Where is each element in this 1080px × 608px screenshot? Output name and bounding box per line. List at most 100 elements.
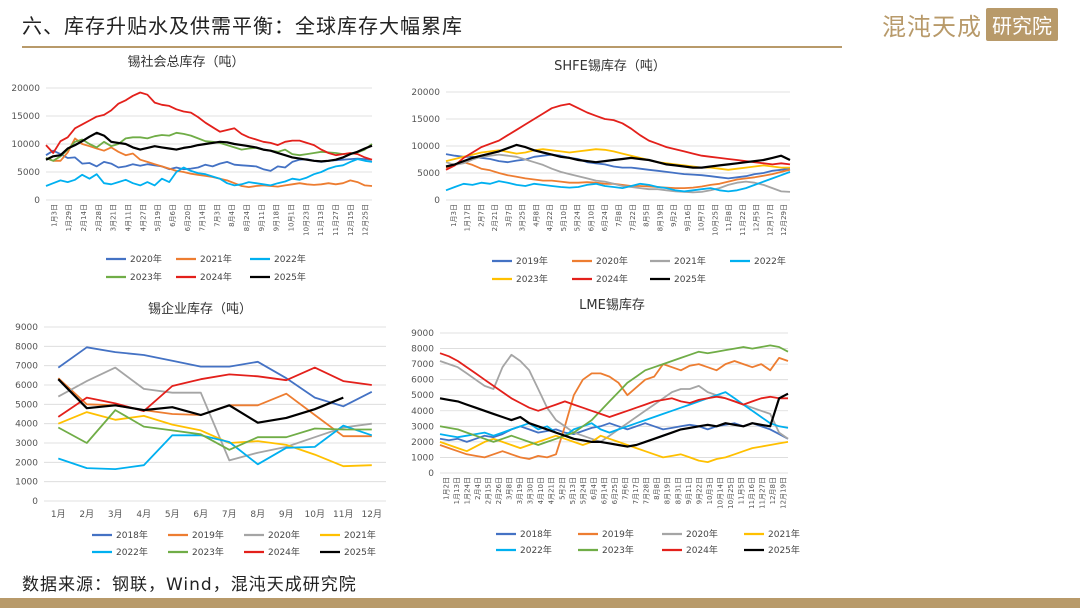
x-tick-label: 2月7日	[477, 204, 485, 227]
series-line-2021年	[45, 137, 373, 188]
series-line-2019年	[439, 357, 789, 460]
x-tick-label: 10月3日	[706, 477, 714, 504]
y-tick-label: 10000	[411, 142, 440, 152]
y-tick-label: 4000	[411, 407, 434, 417]
x-tick-label: 12月25日	[362, 204, 370, 236]
x-tick-label: 7月28日	[643, 477, 651, 504]
legend-label: 2020年	[130, 253, 162, 265]
x-tick-label: 5月2日	[558, 477, 566, 500]
y-tick-label: 20000	[411, 88, 440, 98]
legend-label: 2022年	[520, 544, 552, 556]
chart-tin-social-inventory: 锡社会总库存（吨） 0 5000 10000 15000 20000 1月3日 1月29日 2月…	[0, 52, 400, 292]
series-line-2019年	[445, 153, 791, 180]
x-tick-label: 1月3日	[450, 204, 458, 227]
header: 六、库存升贴水及供需平衡：全球库存大幅累库 混沌天成 研究院	[0, 0, 1080, 48]
chart-tin-enterprise-inventory: 锡企业库存（吨） 0 1000 2000 3000 4000 5000 6000 7000 800…	[0, 295, 400, 565]
x-tick-label: 3月21日	[110, 204, 118, 231]
x-tick-label: 4月8日	[532, 204, 540, 227]
series-line-2021年	[57, 411, 372, 468]
y-tick-label: 7000	[15, 362, 38, 372]
x-tick-label: 6月6日	[169, 204, 177, 227]
x-tick-label: 5月10日	[560, 204, 568, 231]
x-tick-label: 8月19日	[664, 477, 672, 504]
x-tick-label: 10月23日	[302, 204, 310, 236]
chart-tin-enterprise-inventory-svg: 锡企业库存（吨） 0 1000 2000 3000 4000 5000 6000 7000 800…	[15, 301, 386, 558]
y-tick-label: 9000	[15, 323, 38, 333]
x-tick-label: 7月8日	[615, 204, 623, 227]
series-line-2025年	[439, 392, 789, 448]
x-tick-label: 4月	[136, 509, 151, 520]
x-tick-label: 2月4日	[474, 477, 482, 500]
y-tick-label: 1000	[15, 478, 38, 488]
series-line-2023年	[45, 131, 373, 162]
x-tick-label: 1月3日	[50, 204, 58, 227]
x-tick-label: 10月1日	[288, 204, 296, 231]
series-line-2023年	[57, 409, 372, 451]
y-tick-label: 6000	[411, 376, 434, 386]
x-tick-label: 2月28日	[95, 204, 103, 231]
legend-label: 2024年	[200, 271, 232, 283]
y-tick-label: 5000	[15, 400, 38, 410]
x-tick-label: 12月8日	[769, 477, 777, 504]
x-tick-label: 10月7日	[698, 204, 706, 231]
x-tick-label: 7月22日	[629, 204, 637, 231]
x-tick-label: 10月	[305, 509, 325, 520]
x-tick-label: 5月13日	[569, 477, 577, 504]
x-tick-label: 1月17日	[464, 204, 472, 231]
x-tick-label: 8月19日	[656, 204, 664, 231]
legend-label: 2025年	[344, 546, 376, 558]
legend-label: 2022年	[754, 255, 786, 267]
series-line-2024年	[45, 91, 373, 161]
x-tick-label: 5月24日	[579, 477, 587, 504]
x-tick-label: 9月18日	[273, 204, 281, 231]
chart-title: 锡企业库存（吨）	[148, 301, 252, 317]
x-tick-label: 12月29日	[780, 204, 788, 236]
y-tick-label: 10000	[11, 140, 40, 150]
y-tick-label: 0	[434, 196, 440, 206]
x-tick-label: 2月26日	[495, 477, 503, 504]
x-tick-label: 9月16日	[684, 204, 692, 231]
x-tick-label: 2月	[79, 509, 94, 520]
legend-label: 2020年	[686, 528, 718, 540]
legend-label: 2021年	[768, 528, 800, 540]
y-tick-label: 7000	[411, 360, 434, 370]
chart-title: SHFE锡库存（吨）	[554, 58, 666, 74]
series-line-2022年	[445, 171, 791, 193]
x-tick-label: 12月	[362, 509, 382, 520]
y-tick-label: 0	[428, 469, 434, 479]
x-tick-label: 1月24日	[463, 477, 471, 504]
legend-label: 2021年	[200, 253, 232, 265]
y-tick-label: 4000	[15, 420, 38, 430]
y-tick-label: 3000	[15, 439, 38, 449]
series-line-2023年	[439, 344, 789, 446]
x-tick-label: 7月3日	[213, 204, 221, 227]
x-tick-label: 4月21日	[548, 477, 556, 504]
legend-label: 2020年	[596, 255, 628, 267]
y-tick-label: 0	[32, 497, 38, 507]
x-tick-label: 6月20日	[184, 204, 192, 231]
y-tick-label: 2000	[411, 438, 434, 448]
chart-lme-tin-inventory-svg: LME锡库存 0 1000 2000 3000 4000 5000 6000 7000 8000 9…	[411, 297, 800, 556]
legend-label: 2018年	[116, 529, 148, 541]
x-tick-label: 4月11日	[125, 204, 133, 231]
y-tick-label: 3000	[411, 422, 434, 432]
x-tick-label: 7月6日	[622, 477, 630, 500]
x-tick-label: 11月16日	[748, 477, 756, 509]
x-tick-label: 11月5日	[738, 477, 746, 504]
header-divider	[22, 46, 842, 48]
logo: 混沌天成 研究院	[882, 7, 1058, 41]
x-tick-label: 11月13日	[317, 204, 325, 236]
x-tick-label: 5月	[165, 509, 180, 520]
x-tick-label: 3月7日	[505, 204, 513, 227]
x-tick-label: 10月25日	[711, 204, 719, 236]
x-tick-label: 7月14日	[199, 204, 207, 231]
series-line-2024年	[445, 103, 791, 171]
legend-label: 2022年	[274, 253, 306, 265]
y-tick-label: 8000	[15, 342, 38, 352]
legend-label: 2019年	[516, 255, 548, 267]
logo-text: 混沌天成	[882, 12, 982, 41]
x-tick-label: 9月22日	[695, 477, 703, 504]
y-tick-label: 15000	[411, 115, 440, 125]
y-tick-label: 8000	[411, 345, 434, 355]
x-tick-label: 5月24日	[574, 204, 582, 231]
